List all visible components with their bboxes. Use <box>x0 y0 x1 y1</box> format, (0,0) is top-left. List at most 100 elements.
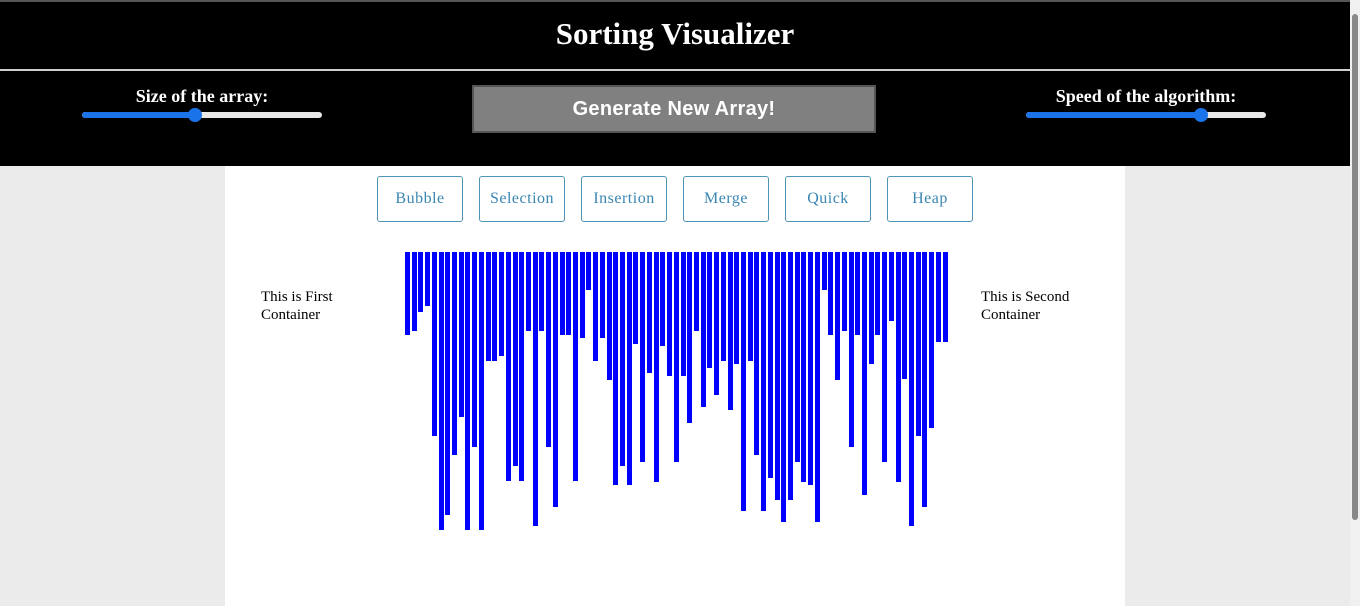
array-bar <box>693 252 699 331</box>
array-bar <box>418 252 424 312</box>
array-bar <box>700 252 706 407</box>
array-bar <box>942 252 948 342</box>
array-bar <box>626 252 632 485</box>
array-bar <box>499 252 505 356</box>
title-bar: Sorting Visualizer <box>0 0 1350 69</box>
array-bar <box>909 252 914 526</box>
speed-slider-fill <box>1026 112 1202 118</box>
array-bar <box>774 252 780 500</box>
array-bar <box>929 252 935 428</box>
array-bar <box>794 252 800 462</box>
bubble-sort-button[interactable]: Bubble <box>377 176 463 222</box>
array-bar <box>472 252 478 447</box>
array-bar <box>747 252 753 361</box>
array-size-slider[interactable] <box>82 108 322 122</box>
array-bar <box>599 252 605 338</box>
speed-slider[interactable] <box>1026 108 1266 122</box>
array-bar <box>485 252 491 361</box>
title-divider <box>0 69 1350 71</box>
array-bar <box>801 252 807 482</box>
second-container-label: This is Second Container <box>981 289 1070 323</box>
control-bar: Size of the array: Generate New Array! S… <box>0 71 1350 166</box>
array-bar <box>741 252 746 511</box>
array-bar <box>875 252 881 335</box>
array-bars <box>405 252 948 542</box>
array-size-label: Size of the array: <box>135 86 269 106</box>
array-bar <box>855 252 861 335</box>
array-bar <box>452 252 458 455</box>
array-bar <box>888 252 894 321</box>
array-bar <box>841 252 847 331</box>
page-title: Sorting Visualizer <box>555 16 795 51</box>
array-bar <box>835 252 841 380</box>
array-bar <box>512 252 518 466</box>
selection-sort-button[interactable]: Selection <box>479 176 565 222</box>
array-bar <box>687 252 693 423</box>
array-bar <box>458 252 464 417</box>
speed-label: Speed of the algorithm: <box>1055 86 1237 106</box>
array-bar <box>882 252 888 462</box>
array-bar <box>646 252 652 373</box>
array-bar <box>478 252 484 530</box>
array-bar <box>445 252 451 515</box>
array-bar <box>586 252 592 290</box>
array-bar <box>848 252 854 447</box>
array-bar <box>546 252 552 447</box>
array-bar <box>895 252 901 482</box>
array-bar <box>465 252 471 530</box>
array-bar <box>660 252 666 346</box>
array-bar <box>935 252 941 342</box>
array-bar <box>720 252 726 361</box>
array-bar <box>680 252 686 376</box>
array-bar <box>667 252 673 376</box>
array-bar <box>922 252 928 507</box>
scrollbar-thumb[interactable] <box>1352 14 1358 520</box>
array-bar <box>438 252 444 530</box>
array-bar <box>915 252 921 436</box>
array-size-slider-fill <box>82 112 195 118</box>
array-bar <box>640 252 646 462</box>
array-bar <box>559 252 565 335</box>
array-bar <box>868 252 874 364</box>
main-panel: Bubble Selection Insertion Merge Quick H… <box>225 166 1125 606</box>
heap-sort-button[interactable]: Heap <box>887 176 973 222</box>
array-bar <box>431 252 437 436</box>
first-container-label: This is First Container <box>261 289 333 323</box>
array-bar <box>714 252 720 395</box>
array-bar <box>532 252 538 526</box>
array-bar <box>727 252 733 410</box>
merge-sort-button[interactable]: Merge <box>683 176 769 222</box>
array-bar <box>620 252 626 466</box>
array-bar <box>411 252 417 331</box>
vertical-scrollbar[interactable] <box>1350 0 1360 606</box>
array-bar <box>573 252 578 481</box>
array-bar <box>788 252 794 500</box>
array-bar <box>767 252 773 478</box>
algorithm-buttons: Bubble Selection Insertion Merge Quick H… <box>225 176 1125 222</box>
array-bar <box>505 252 511 481</box>
array-bar <box>673 252 679 462</box>
array-bar <box>613 252 619 485</box>
array-bar <box>653 252 659 482</box>
generate-array-button[interactable]: Generate New Array! <box>472 85 876 133</box>
speed-slider-thumb[interactable] <box>1194 108 1209 122</box>
insertion-sort-button[interactable]: Insertion <box>581 176 667 222</box>
array-bar <box>861 252 867 495</box>
array-bar <box>633 252 639 344</box>
array-bar <box>525 252 531 331</box>
array-bar <box>707 252 713 368</box>
array-bar <box>405 252 410 335</box>
array-bar <box>606 252 612 380</box>
array-bar <box>808 252 814 485</box>
array-size-slider-thumb[interactable] <box>187 108 202 122</box>
array-bar <box>552 252 558 507</box>
array-bar <box>593 252 599 361</box>
array-bar <box>519 252 525 481</box>
quick-sort-button[interactable]: Quick <box>785 176 871 222</box>
array-bar <box>754 252 760 455</box>
array-bar <box>425 252 431 306</box>
array-bar <box>902 252 908 379</box>
array-bar <box>781 252 787 522</box>
array-bar <box>821 252 827 290</box>
array-bar <box>828 252 834 335</box>
